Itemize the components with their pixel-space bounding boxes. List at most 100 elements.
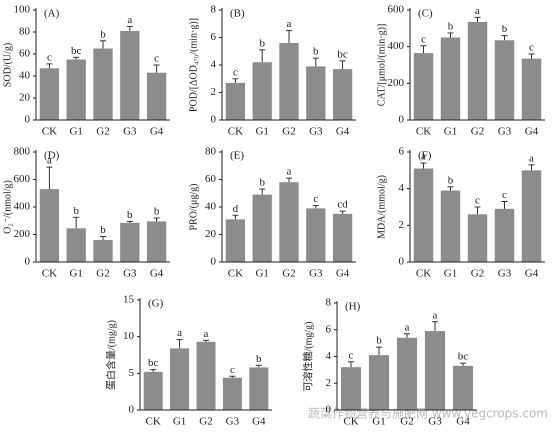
significance-letter: b (100, 224, 106, 236)
y-tick-label: 5 (129, 367, 135, 379)
panel-label: (F) (418, 150, 432, 162)
bar (467, 214, 488, 262)
significance-letter: b (154, 206, 160, 218)
y-axis-label: SOD/(U/g) (2, 43, 13, 87)
significance-letter: b (256, 353, 262, 365)
y-axis-label: PRO/(μg/g) (188, 183, 199, 230)
bar (93, 48, 113, 120)
significance-letter: a (287, 18, 292, 30)
panel-label: (G) (148, 298, 164, 310)
significance-letter: b (448, 20, 454, 32)
y-tick-label: 0 (129, 404, 135, 416)
y-tick-label: 0 (25, 256, 31, 268)
bar (306, 66, 326, 120)
bar (424, 331, 446, 410)
bar (66, 228, 86, 262)
panel-label: (C) (418, 8, 433, 20)
bar (440, 190, 461, 262)
significance-letter: bc (148, 357, 159, 369)
x-tick-label: G1 (255, 268, 268, 280)
bar (521, 58, 542, 120)
x-tick-label: G2 (199, 416, 212, 428)
x-tick-label: G3 (309, 268, 323, 280)
y-axis-label: CAT/[μmol/(min·g)] (376, 24, 387, 107)
bar (396, 337, 418, 410)
significance-letter: a (529, 152, 534, 164)
significance-letter: bc (337, 48, 348, 60)
significance-letter: b (313, 46, 319, 58)
y-tick-label: 80 (19, 26, 31, 38)
bar (340, 367, 362, 410)
x-tick-label: G3 (123, 126, 137, 138)
x-tick-label: G3 (498, 268, 512, 280)
x-tick-label: G4 (150, 126, 164, 138)
y-tick-label: 40 (205, 201, 217, 213)
x-tick-label: G4 (252, 416, 266, 428)
significance-letter: b (376, 335, 382, 347)
y-axis-label: POD/[ΔOD₄₇₀/(min·g)] (188, 18, 199, 112)
y-tick-label: 2 (211, 86, 217, 98)
panel-label: (A) (44, 8, 60, 20)
x-tick-label: CK (343, 416, 358, 428)
bar (467, 21, 488, 121)
x-tick-label: CK (146, 416, 161, 428)
y-tick-label: 8 (211, 4, 217, 16)
panel-label: (B) (230, 8, 245, 20)
bar (279, 182, 299, 262)
x-tick-label: G3 (309, 126, 323, 138)
x-tick-label: G3 (498, 126, 512, 138)
y-tick-label: 40 (19, 70, 31, 82)
bar (332, 213, 353, 262)
significance-letter: c (421, 33, 426, 45)
significance-letter: bc (71, 45, 82, 57)
bar (196, 341, 216, 410)
x-tick-label: G2 (282, 126, 295, 138)
significance-letter: cd (337, 199, 348, 211)
y-tick-label: 2 (399, 219, 405, 231)
x-tick-label: G1 (255, 126, 268, 138)
bar (368, 355, 390, 410)
significance-letter: a (127, 14, 132, 26)
x-tick-label: G1 (69, 268, 82, 280)
bar (120, 222, 140, 262)
y-tick-label: 15 (123, 294, 135, 306)
bar (225, 219, 246, 262)
y-tick-label: 20 (205, 228, 217, 240)
x-tick-label: G4 (336, 268, 350, 280)
bar (225, 82, 246, 120)
x-tick-label: G1 (372, 416, 385, 428)
bar (93, 240, 113, 262)
x-tick-label: G1 (444, 126, 457, 138)
x-tick-label: G2 (96, 268, 109, 280)
y-tick-label: 0 (399, 114, 405, 126)
y-tick-label: 400 (14, 201, 31, 213)
bar (332, 69, 353, 120)
x-tick-label: CK (42, 268, 57, 280)
bar (170, 348, 190, 410)
y-tick-label: 100 (14, 4, 31, 16)
bar (249, 367, 269, 410)
significance-letter: c (154, 53, 159, 65)
x-tick-label: G2 (471, 268, 484, 280)
bar (494, 208, 515, 262)
x-tick-label: G2 (282, 268, 295, 280)
significance-letter: b (259, 177, 265, 189)
significance-letter: b (448, 174, 454, 186)
bar (146, 72, 167, 120)
significance-letter: a (47, 155, 52, 167)
x-tick-label: CK (228, 126, 243, 138)
x-tick-label: G3 (226, 416, 240, 428)
x-tick-label: G4 (525, 268, 539, 280)
bar (440, 37, 461, 120)
significance-letter: a (421, 151, 426, 163)
y-tick-label: 600 (388, 4, 405, 16)
bar (146, 221, 167, 262)
bar (279, 43, 299, 120)
y-tick-label: 4 (399, 182, 405, 194)
significance-letter: b (100, 28, 106, 40)
y-tick-label: 0 (211, 114, 217, 126)
significance-letter: b (73, 205, 79, 217)
significance-letter: c (502, 189, 507, 201)
significance-letter: c (475, 195, 480, 207)
